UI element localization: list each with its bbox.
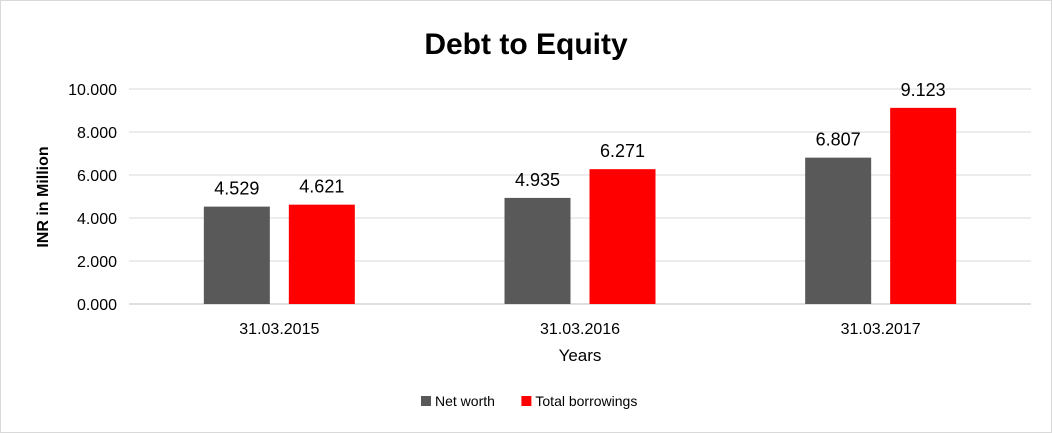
x-tick-label: 31.03.2017 (841, 321, 921, 338)
data-labels: 4.529 4.621 4.935 6.271 6.807 9.123 (214, 80, 945, 199)
y-tick-label: 8.000 (77, 125, 117, 142)
y-axis-ticks: 0.000 2.000 4.000 6.000 8.000 10.000 (68, 82, 117, 314)
legend-label: Total borrowings (535, 393, 637, 409)
legend-label: Net worth (435, 393, 495, 409)
data-label: 6.807 (816, 130, 861, 150)
legend-item: Net worth (421, 393, 495, 409)
legend-swatch (521, 396, 532, 406)
data-label: 6.271 (600, 141, 645, 161)
data-label: 4.529 (214, 179, 259, 199)
bar-net-worth (203, 206, 270, 304)
bar-net-worth (805, 157, 872, 304)
bar-total-borrowings (890, 107, 957, 304)
y-tick-label: 0.000 (77, 297, 117, 314)
legend-swatch (421, 396, 431, 406)
x-tick-label: 31.03.2016 (540, 321, 620, 338)
bars (203, 107, 957, 304)
gridlines (129, 88, 1031, 305)
x-tick-label: 31.03.2015 (239, 321, 319, 338)
x-axis-ticks: 31.03.2015 31.03.2016 31.03.2017 (239, 321, 921, 338)
bar-total-borrowings (288, 204, 355, 304)
x-axis-title: Years (559, 346, 602, 365)
y-tick-label: 10.000 (68, 82, 117, 99)
y-tick-label: 4.000 (77, 211, 117, 228)
data-label: 4.621 (299, 177, 344, 197)
y-axis-title: INR in Million (35, 146, 52, 247)
legend: Net worth Total borrowings (421, 393, 637, 409)
chart-title: Debt to Equity (424, 28, 628, 61)
bar-total-borrowings (589, 169, 656, 304)
legend-item: Total borrowings (521, 393, 637, 409)
y-tick-label: 6.000 (77, 168, 117, 185)
data-label: 9.123 (901, 80, 946, 100)
y-tick-label: 2.000 (77, 254, 117, 271)
bar-net-worth (504, 197, 571, 304)
data-label: 4.935 (515, 170, 560, 190)
